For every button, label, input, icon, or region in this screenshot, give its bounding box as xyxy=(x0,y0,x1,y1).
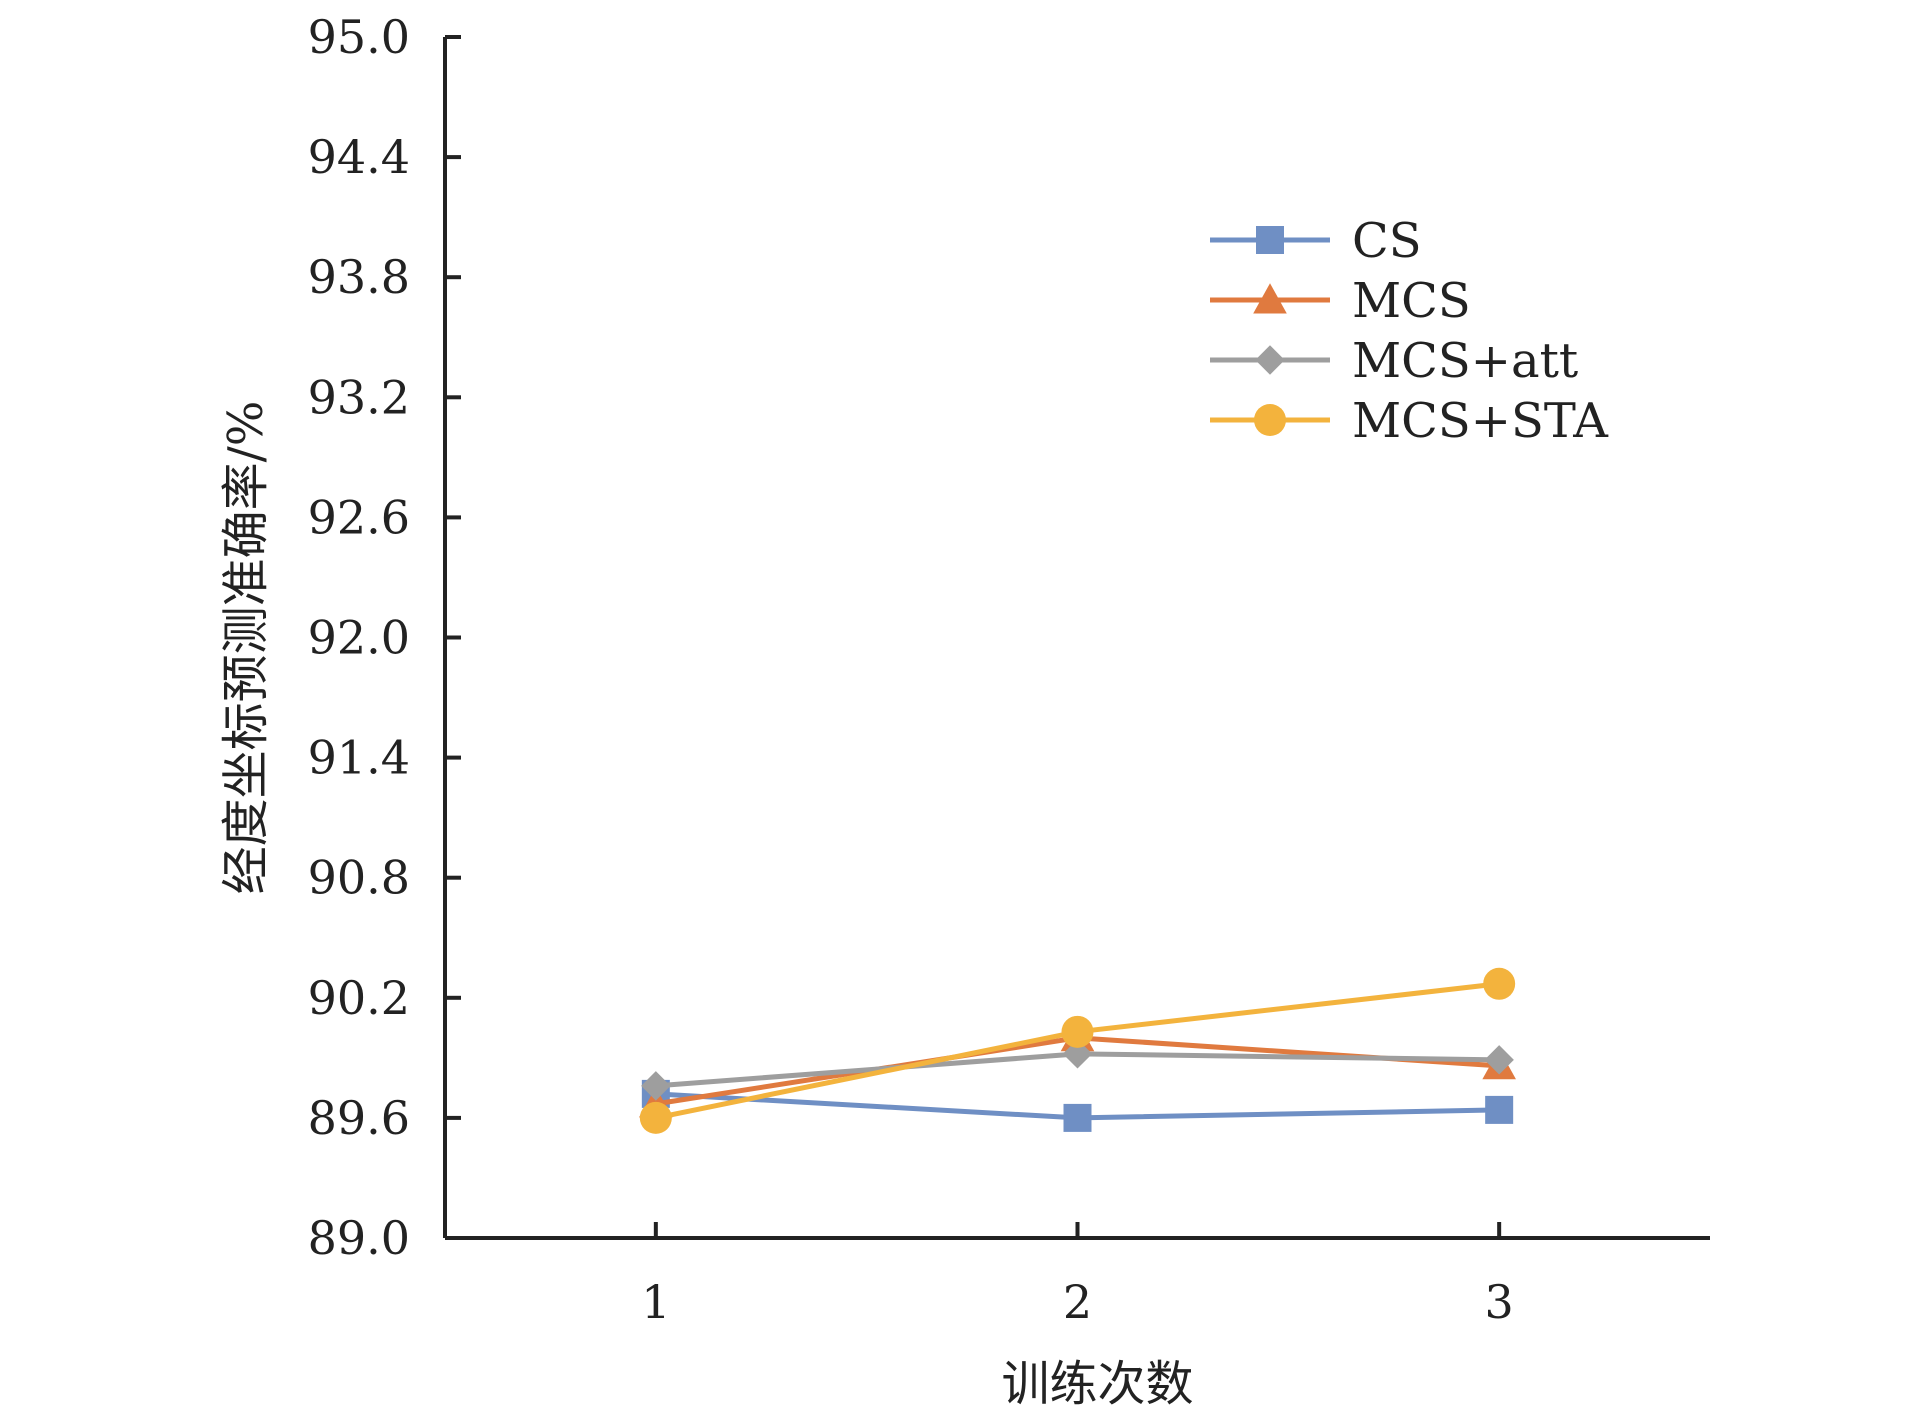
legend-item: MCS xyxy=(1210,273,1471,329)
y-tick-label: 90.8 xyxy=(308,851,410,905)
legend-label: CS xyxy=(1352,213,1422,269)
data-point xyxy=(1061,1015,1094,1048)
series-mcs-att xyxy=(641,1039,1514,1101)
data-point xyxy=(1062,1039,1093,1069)
legend-label: MCS xyxy=(1352,273,1471,329)
y-tick-label: 92.0 xyxy=(308,611,410,665)
y-tick-label: 94.4 xyxy=(308,130,410,184)
x-tick-label: 3 xyxy=(1485,1275,1514,1329)
y-tick-label: 90.2 xyxy=(308,971,410,1025)
x-tick-label: 2 xyxy=(1063,1275,1092,1329)
legend-marker xyxy=(1256,226,1284,254)
legend-label: MCS+STA xyxy=(1352,393,1609,449)
legend-item: CS xyxy=(1210,213,1422,269)
y-axis-ticks: 89.0 89.6 90.2 90.8 91.4 92.0 92.6 93.2 93.8 94.4… xyxy=(308,10,461,1265)
x-axis-ticks: 1 2 3 xyxy=(641,1222,1514,1329)
x-tick-label: 1 xyxy=(641,1275,670,1329)
y-tick-label: 93.8 xyxy=(308,250,410,304)
y-tick-label: 92.6 xyxy=(308,490,410,544)
series-layer xyxy=(639,967,1516,1134)
y-axis-title: 经度坐标预测准确率/% xyxy=(218,401,274,895)
y-tick-label: 91.4 xyxy=(308,731,410,785)
data-point xyxy=(641,1071,671,1101)
x-axis-title: 训练次数 xyxy=(1001,1356,1193,1412)
legend-marker xyxy=(1253,283,1287,314)
legend-item: MCS+STA xyxy=(1210,393,1609,449)
y-tick-label: 93.2 xyxy=(308,370,410,424)
legend-marker xyxy=(1254,404,1286,436)
data-point xyxy=(639,1101,672,1134)
data-point xyxy=(1483,967,1516,1000)
data-point xyxy=(1485,1095,1514,1124)
y-tick-label: 89.6 xyxy=(308,1091,410,1145)
data-point xyxy=(1484,1045,1514,1075)
legend-label: MCS+att xyxy=(1352,333,1578,389)
y-tick-label: 89.0 xyxy=(308,1211,410,1265)
legend-marker xyxy=(1255,345,1285,375)
y-tick-label: 95.0 xyxy=(308,10,410,64)
data-point xyxy=(1063,1103,1092,1132)
series-mcs-sta xyxy=(639,967,1516,1134)
legend-item: MCS+att xyxy=(1210,333,1578,389)
